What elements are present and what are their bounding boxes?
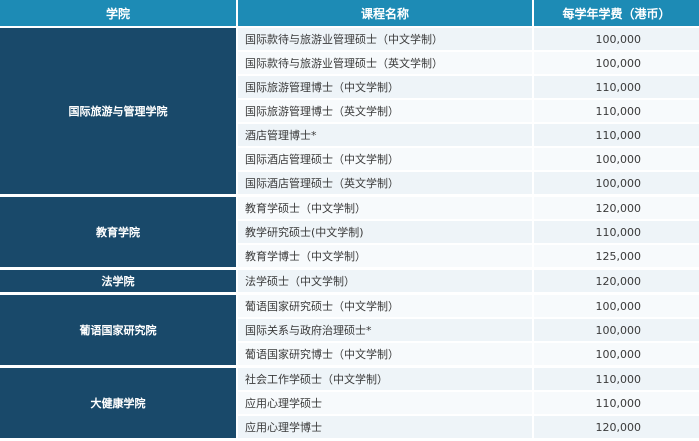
table-row: 国际旅游管理博士（英文学制） 110,000 xyxy=(0,99,699,124)
table-row: 国际旅游与管理学院 国际款待与旅游业管理硕士（中文学制） 100,000 xyxy=(0,27,699,197)
tuition-fee-cell: 110,000 xyxy=(533,75,699,100)
school-cell: 法学院 xyxy=(0,268,238,295)
tuition-fee-cell: 125,000 xyxy=(533,244,699,270)
table-row: 应用心理学硕士 110,000 xyxy=(0,391,699,416)
program-name-cell: 国际款待与旅游业管理硕士（英文学制） xyxy=(237,51,534,76)
program-name-cell: 国际款待与旅游业管理硕士（中文学制） xyxy=(237,27,534,52)
table-row: 国际关系与政府治理硕士* 100,000 xyxy=(0,318,699,343)
school-cell: 葡语国家研究院 xyxy=(0,293,238,368)
table-row: 教育学院 教育学硕士（中文学制） 120,000 xyxy=(0,195,699,270)
tuition-fee-cell: 110,000 xyxy=(533,123,699,148)
program-name-cell: 葡语国家研究硕士（中文学制） xyxy=(237,293,534,319)
table-row: 国际旅游管理博士（中文学制） 110,000 xyxy=(0,75,699,100)
table-row: 法学院 法学硕士（中文学制） 120,000 xyxy=(0,268,699,295)
program-name-cell: 教育学博士（中文学制） xyxy=(237,244,534,270)
tuition-fee-cell: 120,000 xyxy=(533,268,699,295)
tuition-fee-cell: 110,000 xyxy=(533,99,699,124)
tuition-fee-cell: 110,000 xyxy=(533,366,699,392)
table-row: 教育学博士（中文学制） 125,000 xyxy=(0,244,699,270)
header-school: 学院 xyxy=(0,0,238,28)
tuition-fee-cell: 110,000 xyxy=(533,391,699,416)
tuition-fee-cell: 100,000 xyxy=(533,147,699,172)
table-row: 酒店管理博士* 110,000 xyxy=(0,123,699,148)
table-row: 国际酒店管理硕士（英文学制） 100,000 xyxy=(0,171,699,197)
program-name-cell: 国际旅游管理博士（英文学制） xyxy=(237,99,534,124)
tuition-fee-cell: 100,000 xyxy=(533,318,699,343)
program-name-cell: 国际旅游管理博士（中文学制） xyxy=(237,75,534,100)
program-name-cell: 葡语国家研究博士（中文学制） xyxy=(237,342,534,368)
program-name-cell: 应用心理学硕士 xyxy=(237,391,534,416)
table-row: 教学研究硕士(中文学制) 110,000 xyxy=(0,220,699,245)
table-body: 国际旅游与管理学院 国际款待与旅游业管理硕士（中文学制） 100,000 国际款待与旅… xyxy=(0,27,699,441)
table-row: 葡语国家研究博士（中文学制） 100,000 xyxy=(0,342,699,368)
table-row: 大健康学院 社会工作学硕士（中文学制） 110,000 xyxy=(0,366,699,441)
program-name-cell: 国际酒店管理硕士（中文学制） xyxy=(237,147,534,172)
program-name-cell: 法学硕士（中文学制） xyxy=(237,268,534,295)
header-fee: 每学年学费（港币） xyxy=(533,0,699,28)
tuition-fee-cell: 100,000 xyxy=(533,342,699,368)
tuition-fee-cell: 120,000 xyxy=(533,195,699,221)
tuition-fee-cell: 100,000 xyxy=(533,27,699,52)
program-name-cell: 社会工作学硕士（中文学制） xyxy=(237,366,534,392)
tuition-fee-cell: 110,000 xyxy=(533,220,699,245)
tuition-fee-cell: 100,000 xyxy=(533,293,699,319)
tuition-fee-cell: 100,000 xyxy=(533,171,699,197)
school-cell: 大健康学院 xyxy=(0,366,238,441)
table-row: 葡语国家研究院 葡语国家研究硕士（中文学制） 100,000 xyxy=(0,293,699,368)
school-cell: 国际旅游与管理学院 xyxy=(0,27,238,197)
table-row: 国际款待与旅游业管理硕士（英文学制） 100,000 xyxy=(0,51,699,76)
program-name-cell: 酒店管理博士* xyxy=(237,123,534,148)
program-name-cell: 国际关系与政府治理硕士* xyxy=(237,318,534,343)
tuition-fee-cell: 100,000 xyxy=(533,51,699,76)
header-row: 学院 课程名称 每学年学费（港币） xyxy=(0,0,699,28)
program-name-cell: 教学研究硕士(中文学制) xyxy=(237,220,534,245)
program-name-cell: 教育学硕士（中文学制） xyxy=(237,195,534,221)
header-program: 课程名称 xyxy=(237,0,534,28)
program-name-cell: 国际酒店管理硕士（英文学制） xyxy=(237,171,534,197)
school-cell: 教育学院 xyxy=(0,195,238,270)
table-row: 国际酒店管理硕士（中文学制） 100,000 xyxy=(0,147,699,172)
